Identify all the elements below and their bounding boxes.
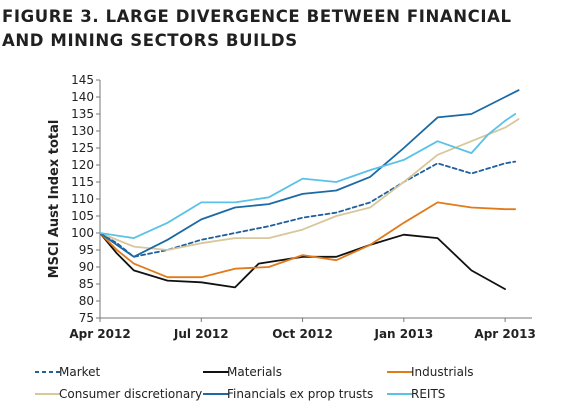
axes: 75 80 85 90 95 100 105 110 115 120 125 130 135 140 145… [47,73,536,341]
legend-label: Industrials [411,365,474,379]
y-tick-label: 130 [71,124,94,138]
series-line-financials-ex-prop-trusts [99,89,520,258]
y-tick-label: 125 [71,141,94,155]
y-tick-label: 90 [79,260,94,274]
y-tick-label: 85 [79,277,94,291]
legend-label: REITS [411,387,445,401]
x-tick-label: Apr 2013 [474,327,535,341]
y-tick-label: 95 [79,243,94,257]
legend-label: Materials [227,365,282,379]
y-tick-label: 80 [79,294,94,308]
legend-label: Market [59,365,101,379]
y-tick-label: 140 [71,90,94,104]
y-tick-label: 135 [71,107,94,121]
x-tick-label: Jan 2013 [373,327,433,341]
y-axis-title: MSCI Aust Index total [47,120,62,279]
x-tick-label: Jul 2012 [173,327,229,341]
y-tick-label: 120 [71,158,94,172]
y-tick-label: 100 [71,226,94,240]
series-lines [99,89,520,290]
y-tick-label: 75 [79,311,94,325]
legend: Market Materials Industrials Consumer discr… [35,365,474,401]
series-line-industrials [99,201,517,279]
figure-title-line-2: AND MINING SECTORS BUILDS [2,31,298,50]
y-tick-label: 115 [71,175,94,189]
figure-title: FIGURE 3. LARGE DIVERGENCE BETWEEN FINAN… [2,5,562,53]
legend-label: Consumer discretionary [59,387,202,401]
y-tick-label: 145 [71,73,94,87]
legend-label: Financials ex prop trusts [227,387,373,401]
y-tick-label: 110 [71,192,94,206]
series-line-materials [99,232,506,290]
series-line-market [99,160,517,258]
y-tick-label: 105 [71,209,94,223]
figure-title-line-1: FIGURE 3. LARGE DIVERGENCE BETWEEN FINAN… [2,7,512,26]
x-tick-label: Apr 2012 [69,327,130,341]
x-tick-label: Oct 2012 [272,327,333,341]
series-line-reits [99,113,517,239]
series-line-consumer-discretionary [99,118,520,251]
